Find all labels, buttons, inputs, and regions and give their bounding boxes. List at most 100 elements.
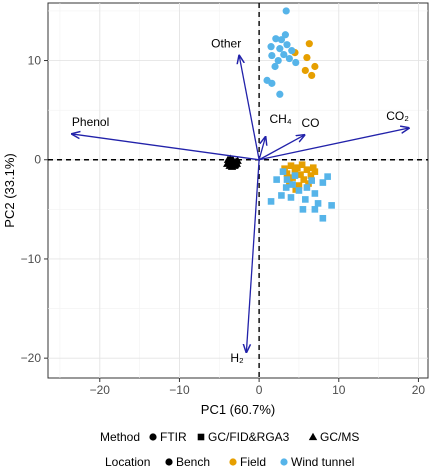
point-square: [307, 172, 315, 179]
point-circle: [311, 62, 319, 71]
y-tick-label: −20: [21, 351, 42, 365]
point-circle: [288, 47, 296, 55]
point-square: [295, 187, 303, 194]
loading-arrow: [258, 135, 304, 161]
point-circle: [280, 50, 288, 59]
point-circle: [276, 90, 284, 98]
legend-location-item: Field: [229, 455, 266, 469]
point-circle: [301, 66, 309, 75]
legend-method-title: Method: [100, 430, 140, 444]
point-circle: [277, 36, 286, 44]
point-square: [267, 198, 275, 205]
legend-location-item: Bench: [165, 455, 210, 469]
loading-arrows: Phenol Other CH₄ CO CO₂ H₂: [72, 37, 409, 365]
point-circle: [292, 58, 300, 67]
point-circle: [229, 458, 237, 466]
data-points: [223, 7, 335, 222]
x-tick-label: 10: [332, 383, 346, 397]
x-tick-label: −10: [169, 383, 190, 397]
point-square: [297, 171, 304, 178]
point-square: [294, 164, 301, 171]
point-circle: [280, 458, 288, 466]
point-circle: [305, 40, 313, 48]
point-square: [295, 182, 303, 189]
point-square: [311, 168, 319, 175]
loading-label: CH₄: [269, 112, 291, 126]
point-triangle: [308, 432, 318, 441]
point-square: [309, 164, 317, 171]
point-square: [328, 202, 335, 209]
point-triangle: [223, 155, 233, 163]
point-circle: [271, 62, 279, 71]
legend-label: GC/FID&RGA3: [208, 430, 290, 444]
point-square: [303, 166, 311, 173]
point-square: [303, 184, 311, 191]
point-square: [298, 161, 306, 169]
series-bench: [223, 154, 242, 170]
point-circle: [308, 71, 316, 80]
plot-panel: [47, 2, 429, 379]
legend-location-title: Location: [105, 455, 150, 469]
point-square: [299, 206, 307, 213]
point-circle: [149, 433, 157, 441]
point-square: [279, 168, 287, 175]
point-circle: [267, 43, 275, 51]
point-square: [283, 176, 291, 183]
y-tick-label: −10: [21, 252, 42, 266]
point-square: [291, 168, 299, 175]
legend-method-item: GC/FID&RGA3: [197, 430, 290, 444]
loading-label: CO₂: [386, 109, 409, 123]
point-square: [291, 172, 299, 179]
legend-label: Wind tunnel: [291, 455, 354, 469]
legend-label: GC/MS: [320, 430, 359, 444]
loading-label: H₂: [230, 351, 244, 365]
point-square: [197, 433, 205, 441]
point-square: [311, 206, 319, 213]
legend-label: Field: [240, 455, 266, 469]
point-square: [324, 173, 331, 180]
point-square: [278, 192, 285, 199]
point-square: [319, 214, 327, 222]
axes: −20 −10 0 10 20 −20 −10 0 10: [21, 54, 426, 397]
y-axis-label: PC2 (33.1%): [2, 153, 17, 227]
point-square: [319, 179, 327, 186]
point-square: [314, 200, 322, 207]
legend-label: FTIR: [160, 430, 187, 444]
x-tick-label: −20: [90, 383, 111, 397]
point-square: [289, 181, 296, 188]
loading-arrow: [72, 134, 260, 161]
loading-arrow: [239, 56, 260, 160]
legend-label: Bench: [176, 455, 210, 469]
point-triangle: [233, 156, 242, 164]
point-square: [287, 194, 295, 201]
point-circle: [274, 56, 282, 65]
legend-location-item: Wind tunnel: [280, 455, 354, 469]
y-tick-label: 10: [28, 54, 42, 68]
point-square: [287, 162, 295, 169]
point-square: [300, 176, 308, 183]
point-circle: [272, 35, 280, 43]
x-axis-label: PC1 (60.7%): [201, 402, 275, 417]
point-circle: [268, 79, 276, 87]
loading-arrow: [258, 128, 409, 161]
point-square: [308, 177, 315, 184]
point-square: [302, 196, 309, 203]
point-circle: [165, 458, 173, 466]
point-circle: [283, 41, 291, 49]
loading-arrow: [258, 137, 265, 160]
point-circle: [276, 45, 284, 53]
x-tick-label: 20: [412, 383, 426, 397]
point-square: [282, 184, 290, 191]
point-square: [283, 170, 291, 177]
x-tick-label: 0: [256, 383, 263, 397]
point-circle: [281, 31, 290, 39]
point-square: [311, 190, 319, 197]
loading-arrow: [246, 159, 260, 352]
loading-label: CO: [302, 116, 320, 130]
loading-label: Other: [211, 37, 241, 51]
y-tick-label: 0: [34, 153, 41, 167]
point-triangle: [227, 162, 237, 170]
point-circle: [268, 51, 276, 60]
